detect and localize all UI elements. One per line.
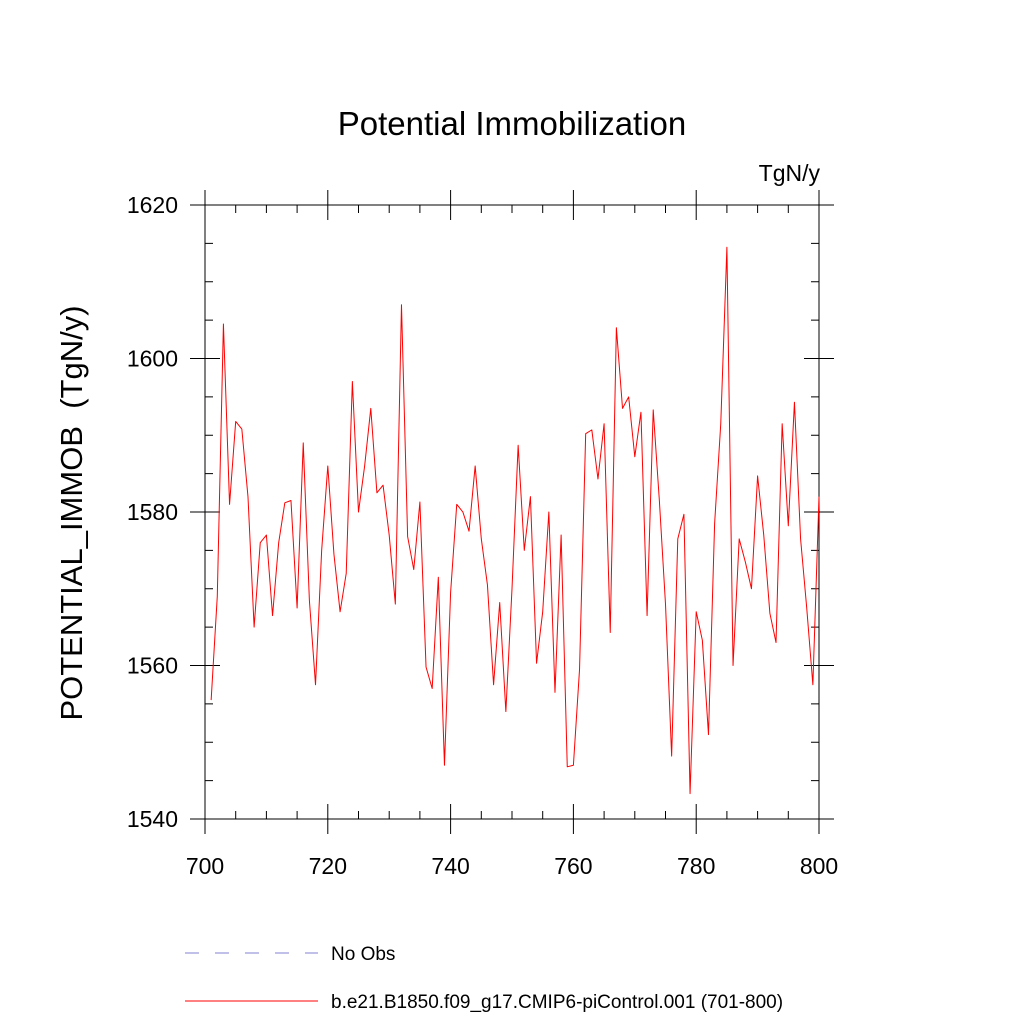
legend-label-0: No Obs <box>331 944 395 965</box>
y-axis-label: POTENTIAL_IMMOB (TgN/y) <box>54 305 89 720</box>
chart-title: Potential Immobilization <box>338 105 687 142</box>
y-tick-label: 1540 <box>127 806 178 832</box>
legend-label-1: b.e21.B1850.f09_g17.CMIP6-piControl.001 … <box>331 992 783 1013</box>
x-tick-label: 800 <box>800 853 838 879</box>
x-tick-label: 780 <box>677 853 715 879</box>
axis-ticks <box>190 190 834 834</box>
x-tick-label: 760 <box>554 853 592 879</box>
y-tick-label: 1620 <box>127 192 178 218</box>
x-tick-label: 720 <box>309 853 347 879</box>
x-tick-label: 700 <box>186 853 224 879</box>
y-tick-label: 1600 <box>127 346 178 372</box>
units-label: TgN/y <box>759 160 821 186</box>
series-layer <box>210 246 820 795</box>
legend: No Obs b.e21.B1850.f09_g17.CMIP6-piContro… <box>185 944 783 1013</box>
axis-tick-labels: 700 720 740 760 780 800 1540 1560 1580 1600 1620 <box>127 192 838 879</box>
y-tick-label: 1580 <box>127 499 178 525</box>
plot-frame <box>204 204 820 820</box>
y-tick-label: 1560 <box>127 653 178 679</box>
x-tick-label: 740 <box>431 853 469 879</box>
series-line-1 <box>210 246 820 795</box>
